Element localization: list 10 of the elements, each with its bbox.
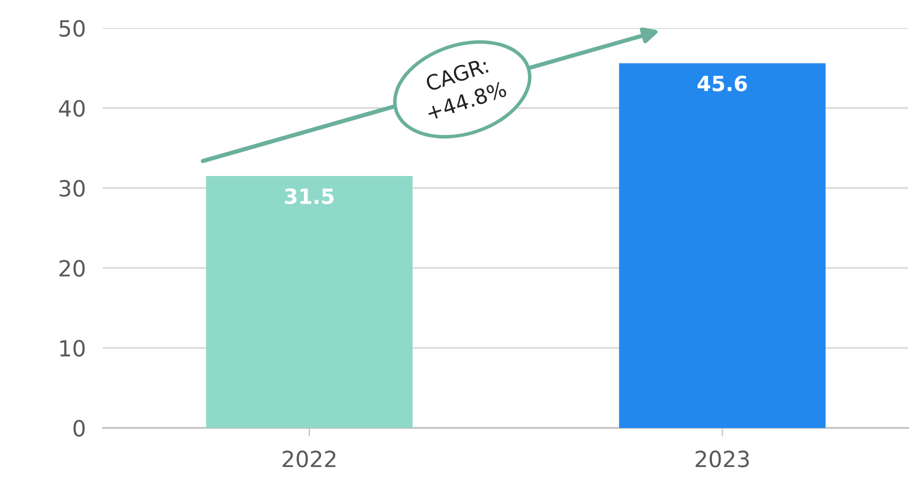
y-tick-label: 10 [60, 340, 85, 357]
y-tick-label: 20 [60, 260, 85, 277]
data-label: 31.5 [285, 188, 334, 204]
y-tick-label: 30 [60, 180, 85, 197]
x-tick-label: 2022 [282, 450, 336, 468]
y-tick-label: 0 [73, 420, 85, 437]
data-label: 45.6 [698, 76, 747, 92]
y-tick-label: 40 [58, 100, 85, 117]
x-tick-label: 2023 [696, 450, 749, 468]
y-tick-label: 50 [60, 20, 85, 37]
